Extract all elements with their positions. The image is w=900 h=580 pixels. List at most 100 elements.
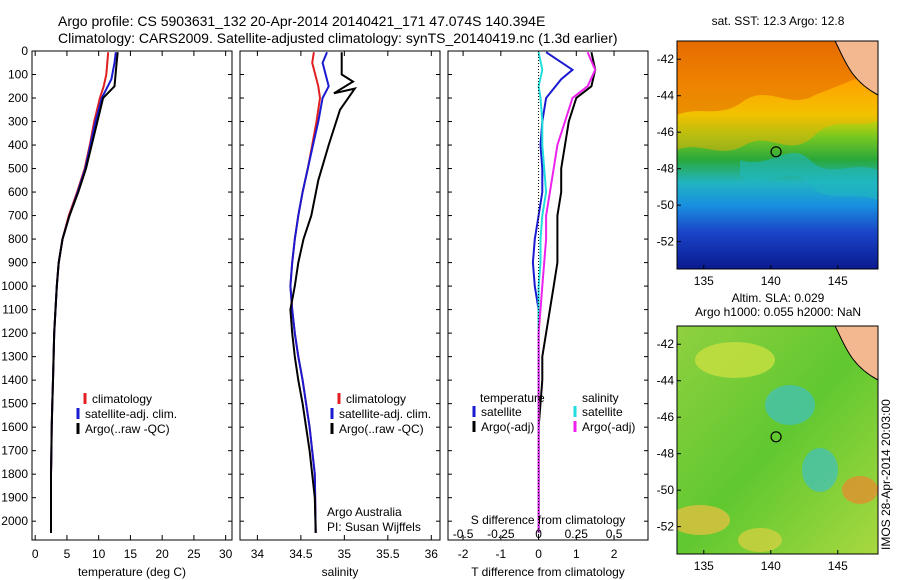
argo-australia-label: Argo Australia [327, 505, 402, 519]
legend-climatology-label: climatology [346, 392, 406, 406]
temperature-axes [31, 50, 233, 541]
lat-tick-label: -44 [657, 89, 675, 103]
depth-tick-label: 700 [8, 209, 28, 223]
legend-salinity-title: salinity [582, 391, 619, 405]
legend-s-argo-label: Argo(-adj) [582, 420, 635, 434]
profile-title: Argo profile: CS 5903631_132 20-Apr-2014… [58, 13, 545, 29]
x-tick-label: 1 [573, 547, 580, 561]
lat-tick-label: -46 [657, 410, 675, 424]
t-difference-xlabel: T difference from climatology [471, 565, 625, 579]
salinity-xlabel: salinity [322, 565, 359, 579]
s-difference-ticks: -0.5 -0.25 0 0.25 0.5 [453, 527, 623, 541]
depth-tick-label: 2000 [1, 514, 28, 528]
temperature-xlabel: temperature (deg C) [78, 565, 186, 579]
depth-tick-label: 500 [8, 162, 28, 176]
series-climatology [50, 52, 110, 533]
lon-tick-label: 145 [828, 559, 848, 573]
x-axis-ticks: 0 5 10 15 20 25 30 34 34.5 35 35.5 36 -2 -1 0 1 2 [32, 51, 618, 561]
depth-tick-label: 1400 [1, 373, 28, 387]
difference-legend: temperature satellite Argo(-adj) salinit… [472, 391, 635, 434]
legend-s-satellite-label: satellite [582, 405, 623, 419]
x-tick-label: -2 [458, 547, 469, 561]
depth-tick-label: 100 [8, 68, 28, 82]
depth-tick-label: 200 [8, 91, 28, 105]
x-tick-label: 15 [124, 547, 138, 561]
lat-tick-label: -42 [657, 52, 675, 66]
lat-tick-label: -44 [657, 374, 675, 388]
lat-tick-label: -52 [657, 520, 675, 534]
legend-t-satellite-label: satellite [481, 405, 522, 419]
s-diff-tick-label: 0.5 [606, 527, 623, 541]
depth-tick-label: 1600 [1, 420, 28, 434]
x-tick-label: 20 [155, 547, 169, 561]
lon-tick-label: 140 [761, 274, 781, 288]
x-tick-label: 30 [219, 547, 233, 561]
lat-tick-label: -42 [657, 337, 675, 351]
series-argo-raw-qc [289, 52, 358, 533]
lat-tick-label: -48 [657, 162, 675, 176]
depth-tick-label: 400 [8, 138, 28, 152]
x-tick-label: 35 [338, 547, 352, 561]
sst-title: sat. SST: 12.3 Argo: 12.8 [712, 14, 845, 28]
legend-satellite-label: satellite-adj. clim. [339, 407, 431, 421]
sla-subtitle: Argo h1000: 0.055 h2000: NaN [695, 305, 861, 319]
x-tick-label: 0 [535, 547, 542, 561]
depth-tick-label: 0 [21, 44, 28, 58]
x-tick-label: 25 [187, 547, 201, 561]
s-difference-xlabel: S difference from climatology [471, 513, 626, 527]
x-tick-label: 34.5 [289, 547, 313, 561]
lon-tick-label: 135 [694, 274, 714, 288]
climatology-subtitle: Climatology: CARS2009. Satellite-adjuste… [58, 30, 618, 46]
depth-tick-label: 1100 [2, 303, 28, 317]
salinity-legend: climatology satellite-adj. clim. Argo(..… [327, 392, 431, 534]
depth-tick-label: 1500 [1, 397, 28, 411]
x-tick-label: 2 [611, 547, 618, 561]
profile-lines [50, 51, 597, 533]
legend-argo-label: Argo(..raw -QC) [85, 422, 170, 436]
x-tick-label: 34 [251, 547, 265, 561]
s-diff-tick-label: 0.25 [565, 527, 589, 541]
lon-tick-label: 140 [761, 559, 781, 573]
difference-axes [447, 50, 649, 541]
legend-satellite-label: satellite-adj. clim. [85, 407, 177, 421]
x-tick-label: -1 [495, 547, 506, 561]
depth-tick-label: 300 [8, 115, 28, 129]
series-argo-raw-qc [50, 52, 119, 533]
x-tick-label: 5 [64, 547, 71, 561]
s-diff-tick-label: -0.5 [453, 527, 474, 541]
sst-map-frame [676, 40, 879, 270]
s-diff-tick-label: -0.25 [487, 527, 515, 541]
lat-tick-label: -50 [657, 483, 675, 497]
sla-map-frame [676, 325, 879, 555]
imos-watermark: IMOS 28-Apr-2014 20:03:00 [879, 399, 893, 550]
depth-axis: 0 100 200 300 400 500 600 700 800 900 1000 1100 1200… [1, 44, 648, 528]
lat-tick-label: -46 [657, 125, 675, 139]
sla-title: Altim. SLA: 0.029 [732, 291, 825, 305]
lat-tick-label: -48 [657, 447, 675, 461]
depth-tick-label: 1000 [1, 279, 28, 293]
legend-temperature-title: temperature [480, 391, 545, 405]
sla-map-ticks: 135 140 145 -42 -44 -46 -48 -50 -52 [657, 337, 848, 573]
x-tick-label: 0 [32, 547, 39, 561]
x-tick-label: 35.5 [376, 547, 400, 561]
x-tick-label: 36 [425, 547, 439, 561]
s-diff-tick-label: 0 [535, 527, 542, 541]
depth-tick-label: 1800 [1, 467, 28, 481]
depth-tick-label: 1200 [1, 326, 28, 340]
lon-tick-label: 145 [828, 274, 848, 288]
series-temperature-argo-adj [537, 51, 597, 533]
series-satellite-adj-clim [50, 52, 117, 533]
pi-label: PI: Susan Wijffels [327, 520, 421, 534]
temperature-legend: climatology satellite-adj. clim. Argo(..… [76, 392, 177, 436]
sst-map-ticks: 135 140 145 -42 -44 -46 -48 -50 -52 [657, 52, 848, 288]
sla-heatmap [677, 326, 878, 554]
depth-tick-label: 1900 [1, 491, 28, 505]
x-tick-label: 10 [92, 547, 106, 561]
depth-tick-label: 800 [8, 232, 28, 246]
depth-tick-label: 900 [8, 256, 28, 270]
lon-tick-label: 135 [694, 559, 714, 573]
lat-tick-label: -52 [657, 235, 675, 249]
argo-float-marker [770, 146, 782, 158]
legend-argo-label: Argo(..raw -QC) [339, 422, 424, 436]
